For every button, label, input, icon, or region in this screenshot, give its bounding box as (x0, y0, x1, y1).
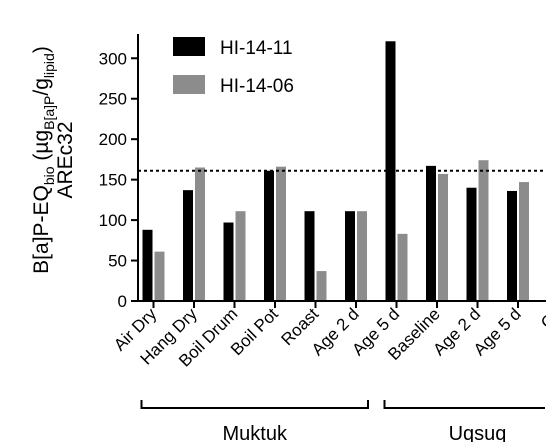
bar-hi-14-11-9 (507, 190, 517, 301)
legend-label-hi-14-11: HI-14-11 (220, 38, 293, 59)
y-tick-label: 100 (99, 211, 127, 230)
y-label-assay: AREc32 (54, 121, 77, 198)
y-label-mid: (µg (30, 130, 53, 167)
bar-hi-14-06-9 (519, 182, 529, 301)
legend-label-hi-14-06: HI-14-06 (220, 76, 294, 97)
bar-hi-14-11-0 (142, 229, 153, 301)
svg-text:B[a]P-EQbio (µgB[a]P/glipid): B[a]P-EQbio (µgB[a]P/glipid) (30, 46, 57, 274)
bar-hi-14-06-5 (357, 211, 367, 301)
bar-hi-14-06-6 (397, 233, 408, 301)
bar-hi-14-06-8 (478, 160, 489, 301)
bar-hi-14-11-8 (466, 187, 477, 301)
y-label-mid2: /g (30, 78, 53, 96)
bar-hi-14-11-7 (426, 165, 436, 301)
bar-hi-14-11-4 (304, 211, 315, 301)
x-tick-label: Oil (537, 304, 546, 332)
y-tick-label: 300 (99, 49, 127, 68)
group-label: Uqsuq (449, 423, 507, 442)
bar-hi-14-06-4 (316, 271, 327, 301)
bar-hi-14-06-0 (154, 251, 165, 301)
y-label-main: B[a]P-EQ (30, 185, 53, 274)
y-label-sub-bio: bio (41, 166, 57, 185)
bar-hi-14-06-2 (235, 211, 246, 301)
bar-hi-14-11-3 (264, 170, 274, 301)
legend: HI-14-11 HI-14-06 (173, 37, 294, 97)
y-tick-label: 0 (118, 292, 127, 311)
group-label: Muktuk (223, 423, 288, 442)
y-tick-label: 200 (99, 130, 127, 149)
y-label-sub-lipid: lipid (41, 53, 57, 78)
bar-hi-14-06-7 (438, 173, 448, 301)
y-tick-label: 150 (99, 171, 127, 190)
legend-swatch-hi-14-11 (173, 37, 205, 56)
bar-hi-14-06-3 (276, 166, 286, 301)
y-tick-label: 250 (99, 90, 127, 109)
bar-hi-14-11-1 (183, 190, 193, 301)
group-brackets: Muktuk Uqsuq (140, 400, 545, 442)
bar-hi-14-11-2 (223, 222, 234, 301)
y-tick-label: 50 (108, 252, 127, 271)
y-axis-label: B[a]P-EQbio (µgB[a]P/glipid) AREc32 (30, 46, 77, 274)
y-ticks: 0 50 100 150 200 250 300 (99, 49, 138, 311)
bar-hi-14-06-1 (195, 167, 205, 301)
y-label-sub-bap: B[a]P (41, 96, 57, 130)
legend-swatch-hi-14-06 (173, 75, 205, 94)
y-label-end: ) (30, 46, 53, 53)
bar-hi-14-11-5 (345, 211, 355, 301)
